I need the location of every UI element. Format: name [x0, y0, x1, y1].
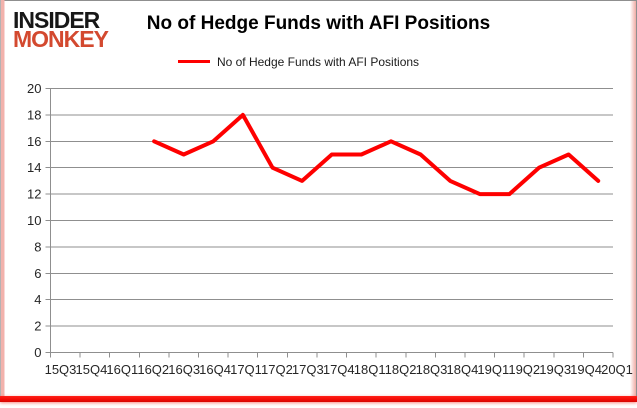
svg-text:17Q4: 17Q4 — [323, 362, 355, 377]
svg-text:12: 12 — [27, 187, 41, 202]
svg-text:0: 0 — [34, 345, 41, 360]
svg-text:6: 6 — [34, 266, 41, 281]
frame-left-stripe — [0, 0, 5, 397]
svg-text:17Q2: 17Q2 — [261, 362, 293, 377]
svg-text:19Q3: 19Q3 — [539, 362, 571, 377]
svg-text:17Q1: 17Q1 — [230, 362, 262, 377]
svg-text:8: 8 — [34, 239, 41, 254]
svg-text:16Q3: 16Q3 — [168, 362, 200, 377]
frame-border-top — [0, 0, 637, 1]
svg-text:19Q2: 19Q2 — [508, 362, 540, 377]
svg-text:18Q3: 18Q3 — [416, 362, 448, 377]
svg-text:18: 18 — [27, 107, 41, 122]
svg-text:18Q4: 18Q4 — [447, 362, 479, 377]
svg-text:19Q1: 19Q1 — [477, 362, 509, 377]
svg-text:16Q1: 16Q1 — [106, 362, 138, 377]
svg-text:16Q2: 16Q2 — [137, 362, 169, 377]
svg-text:20Q1: 20Q1 — [601, 362, 633, 377]
insider-monkey-logo: INSIDER MONKEY — [13, 7, 109, 52]
svg-text:17Q3: 17Q3 — [292, 362, 324, 377]
chart-title: No of Hedge Funds with AFI Positions — [146, 13, 491, 34]
svg-text:16: 16 — [27, 134, 41, 149]
logo-word-insider: INSIDER — [13, 7, 100, 33]
svg-text:15Q4: 15Q4 — [76, 362, 108, 377]
svg-text:4: 4 — [34, 292, 41, 307]
svg-text:18Q2: 18Q2 — [385, 362, 417, 377]
svg-text:18Q1: 18Q1 — [354, 362, 386, 377]
svg-text:2: 2 — [34, 319, 41, 334]
logo-word-monkey: MONKEY — [13, 26, 109, 52]
legend-line-swatch — [177, 60, 210, 64]
svg-text:19Q4: 19Q4 — [570, 362, 602, 377]
legend-label: No of Hedge Funds with AFI Positions — [216, 55, 420, 69]
svg-text:10: 10 — [27, 213, 41, 228]
svg-text:15Q3: 15Q3 — [45, 362, 77, 377]
svg-text:14: 14 — [27, 160, 41, 175]
svg-text:16Q4: 16Q4 — [199, 362, 231, 377]
svg-text:20: 20 — [27, 81, 41, 96]
frame-bottom-red-bar — [0, 396, 637, 402]
legend: No of Hedge Funds with AFI Positions — [0, 55, 597, 69]
frame-right-stripe — [630, 1, 636, 396]
